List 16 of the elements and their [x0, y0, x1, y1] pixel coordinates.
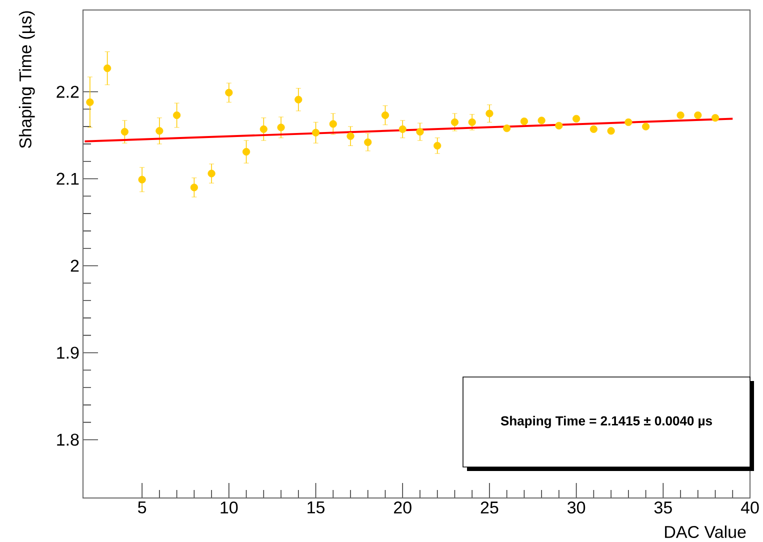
x-tick-label: 30: [568, 502, 586, 514]
x-tick-label: 40: [740, 502, 759, 514]
x-tick-label: 20: [394, 502, 412, 514]
x-axis-title: DAC Value: [665, 526, 746, 538]
y-axis-title: Shaping Time (µs): [18, 11, 35, 148]
y-tick-label: 2.2: [56, 86, 79, 98]
x-tick-label: 10: [220, 502, 238, 514]
y-tick-label: 1.8: [57, 434, 79, 446]
y-tick-label: 1.9: [57, 346, 79, 359]
x-tick-label: 15: [308, 502, 324, 514]
x-tick-label: 25: [480, 502, 498, 514]
x-tick-label: 5: [138, 502, 146, 514]
x-tick-label: 35: [654, 502, 672, 514]
annotation: Shaping Time = 2.1415 ± 0.0040 µs: [500, 416, 712, 428]
y-tick-label: 2: [70, 260, 79, 272]
y-tick-label: 2.1: [56, 172, 79, 185]
